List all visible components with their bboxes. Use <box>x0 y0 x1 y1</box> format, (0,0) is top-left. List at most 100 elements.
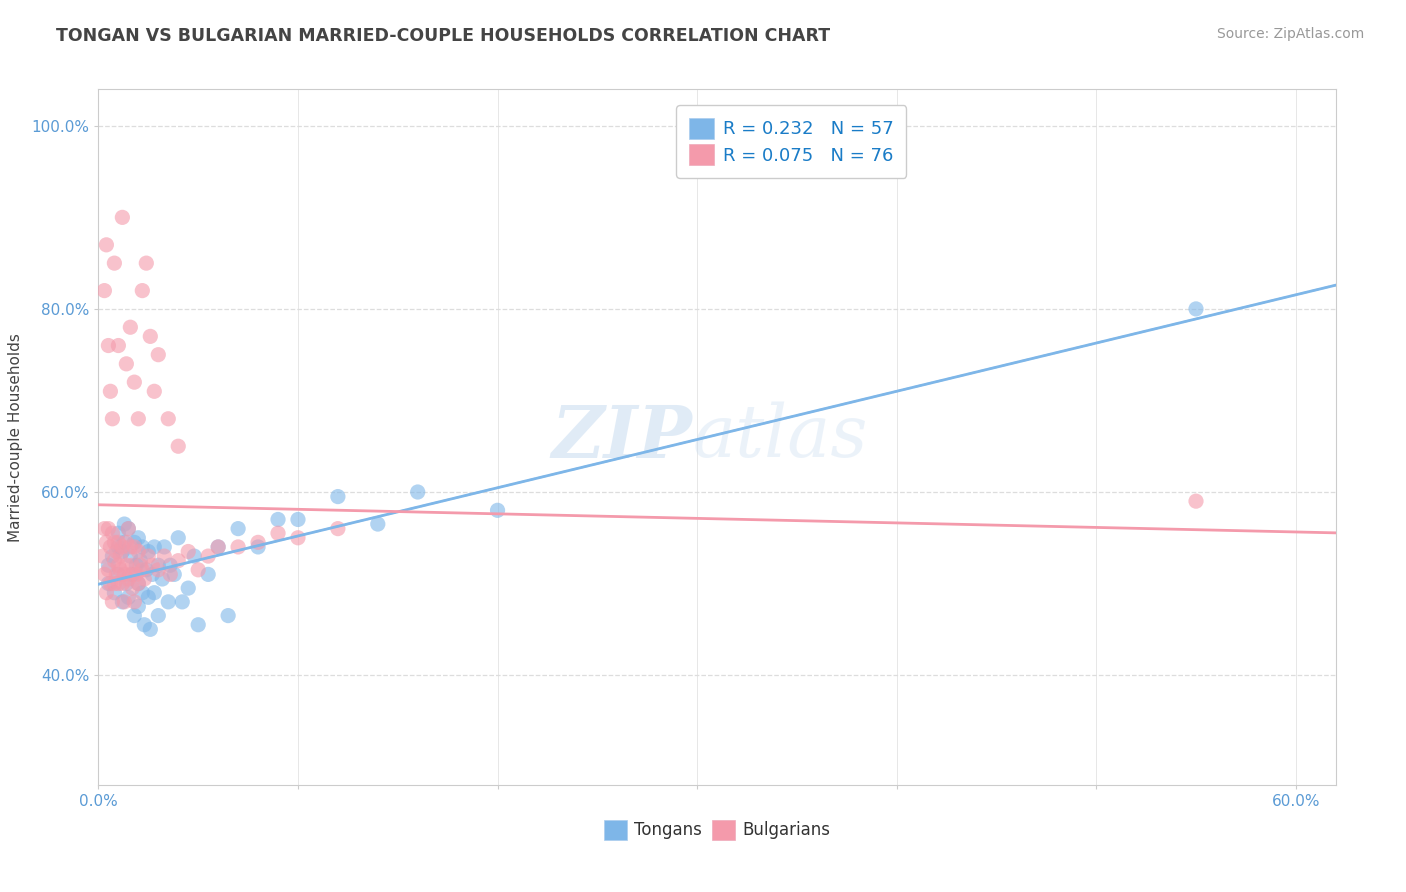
Point <box>136 591 159 605</box>
Point <box>96 237 118 252</box>
Point <box>96 535 118 549</box>
Point <box>97 558 120 573</box>
Point <box>124 535 146 549</box>
Point <box>134 617 156 632</box>
Point <box>112 516 135 531</box>
Point <box>135 563 157 577</box>
Point <box>124 595 146 609</box>
Point <box>103 535 125 549</box>
Point <box>112 567 135 582</box>
Text: atlas: atlas <box>692 401 868 473</box>
Point <box>120 567 142 582</box>
Point <box>93 567 115 582</box>
Point <box>105 567 128 582</box>
Point <box>143 384 166 399</box>
Point <box>91 549 114 563</box>
Point <box>183 549 205 563</box>
Point <box>326 522 349 536</box>
Point <box>197 549 219 563</box>
Point <box>100 576 122 591</box>
Point <box>97 576 120 591</box>
Point <box>107 338 129 352</box>
Point <box>157 411 180 425</box>
Point <box>103 554 125 568</box>
Point <box>107 576 129 591</box>
Point <box>97 338 120 352</box>
Point <box>247 535 270 549</box>
Point <box>111 544 134 558</box>
Point <box>115 357 138 371</box>
Text: Source: ZipAtlas.com: Source: ZipAtlas.com <box>1216 27 1364 41</box>
Point <box>177 544 200 558</box>
Point <box>136 544 159 558</box>
Point <box>326 490 349 504</box>
Point <box>139 623 162 637</box>
Point <box>97 563 120 577</box>
Point <box>136 549 159 563</box>
Point <box>287 531 309 545</box>
Point <box>112 595 135 609</box>
Point <box>100 384 122 399</box>
Point <box>143 585 166 599</box>
Point <box>111 211 134 225</box>
Point <box>167 439 190 453</box>
Point <box>117 522 139 536</box>
Point <box>115 535 138 549</box>
Point <box>117 522 139 536</box>
Point <box>110 563 132 577</box>
Point <box>134 572 156 586</box>
Point <box>107 558 129 573</box>
Point <box>287 512 309 526</box>
Point <box>107 540 129 554</box>
Point <box>105 544 128 558</box>
Point <box>124 540 146 554</box>
Point <box>107 567 129 582</box>
Point <box>111 595 134 609</box>
Point <box>117 591 139 605</box>
Point <box>127 576 149 591</box>
Y-axis label: Married-couple Households: Married-couple Households <box>8 333 22 541</box>
Point <box>93 284 115 298</box>
Point <box>124 608 146 623</box>
Point <box>486 503 509 517</box>
Point <box>110 549 132 563</box>
Point <box>103 576 125 591</box>
Point <box>127 599 149 614</box>
Point <box>141 567 163 582</box>
Point <box>267 526 290 541</box>
Point <box>153 549 176 563</box>
Point <box>135 256 157 270</box>
Point <box>127 544 149 558</box>
Point <box>103 585 125 599</box>
Point <box>131 585 153 599</box>
Point <box>131 563 153 577</box>
Point <box>115 576 138 591</box>
Point <box>101 595 124 609</box>
Point <box>120 320 142 334</box>
Point <box>226 540 249 554</box>
Point <box>120 540 142 554</box>
Point <box>177 581 200 595</box>
Point <box>111 540 134 554</box>
Point <box>131 540 153 554</box>
Point <box>127 411 149 425</box>
Point <box>367 516 389 531</box>
Point <box>159 558 181 573</box>
Point <box>120 549 142 563</box>
Point <box>148 348 170 362</box>
Point <box>1185 301 1208 316</box>
Point <box>103 256 125 270</box>
Point <box>121 558 143 573</box>
Point <box>129 558 152 573</box>
Point <box>127 576 149 591</box>
Point <box>226 522 249 536</box>
Point <box>148 558 170 573</box>
Point <box>125 567 148 582</box>
Point <box>187 617 209 632</box>
Point <box>143 540 166 554</box>
Point <box>96 585 118 599</box>
Point <box>107 535 129 549</box>
Point <box>97 522 120 536</box>
Point <box>117 572 139 586</box>
Point <box>101 411 124 425</box>
